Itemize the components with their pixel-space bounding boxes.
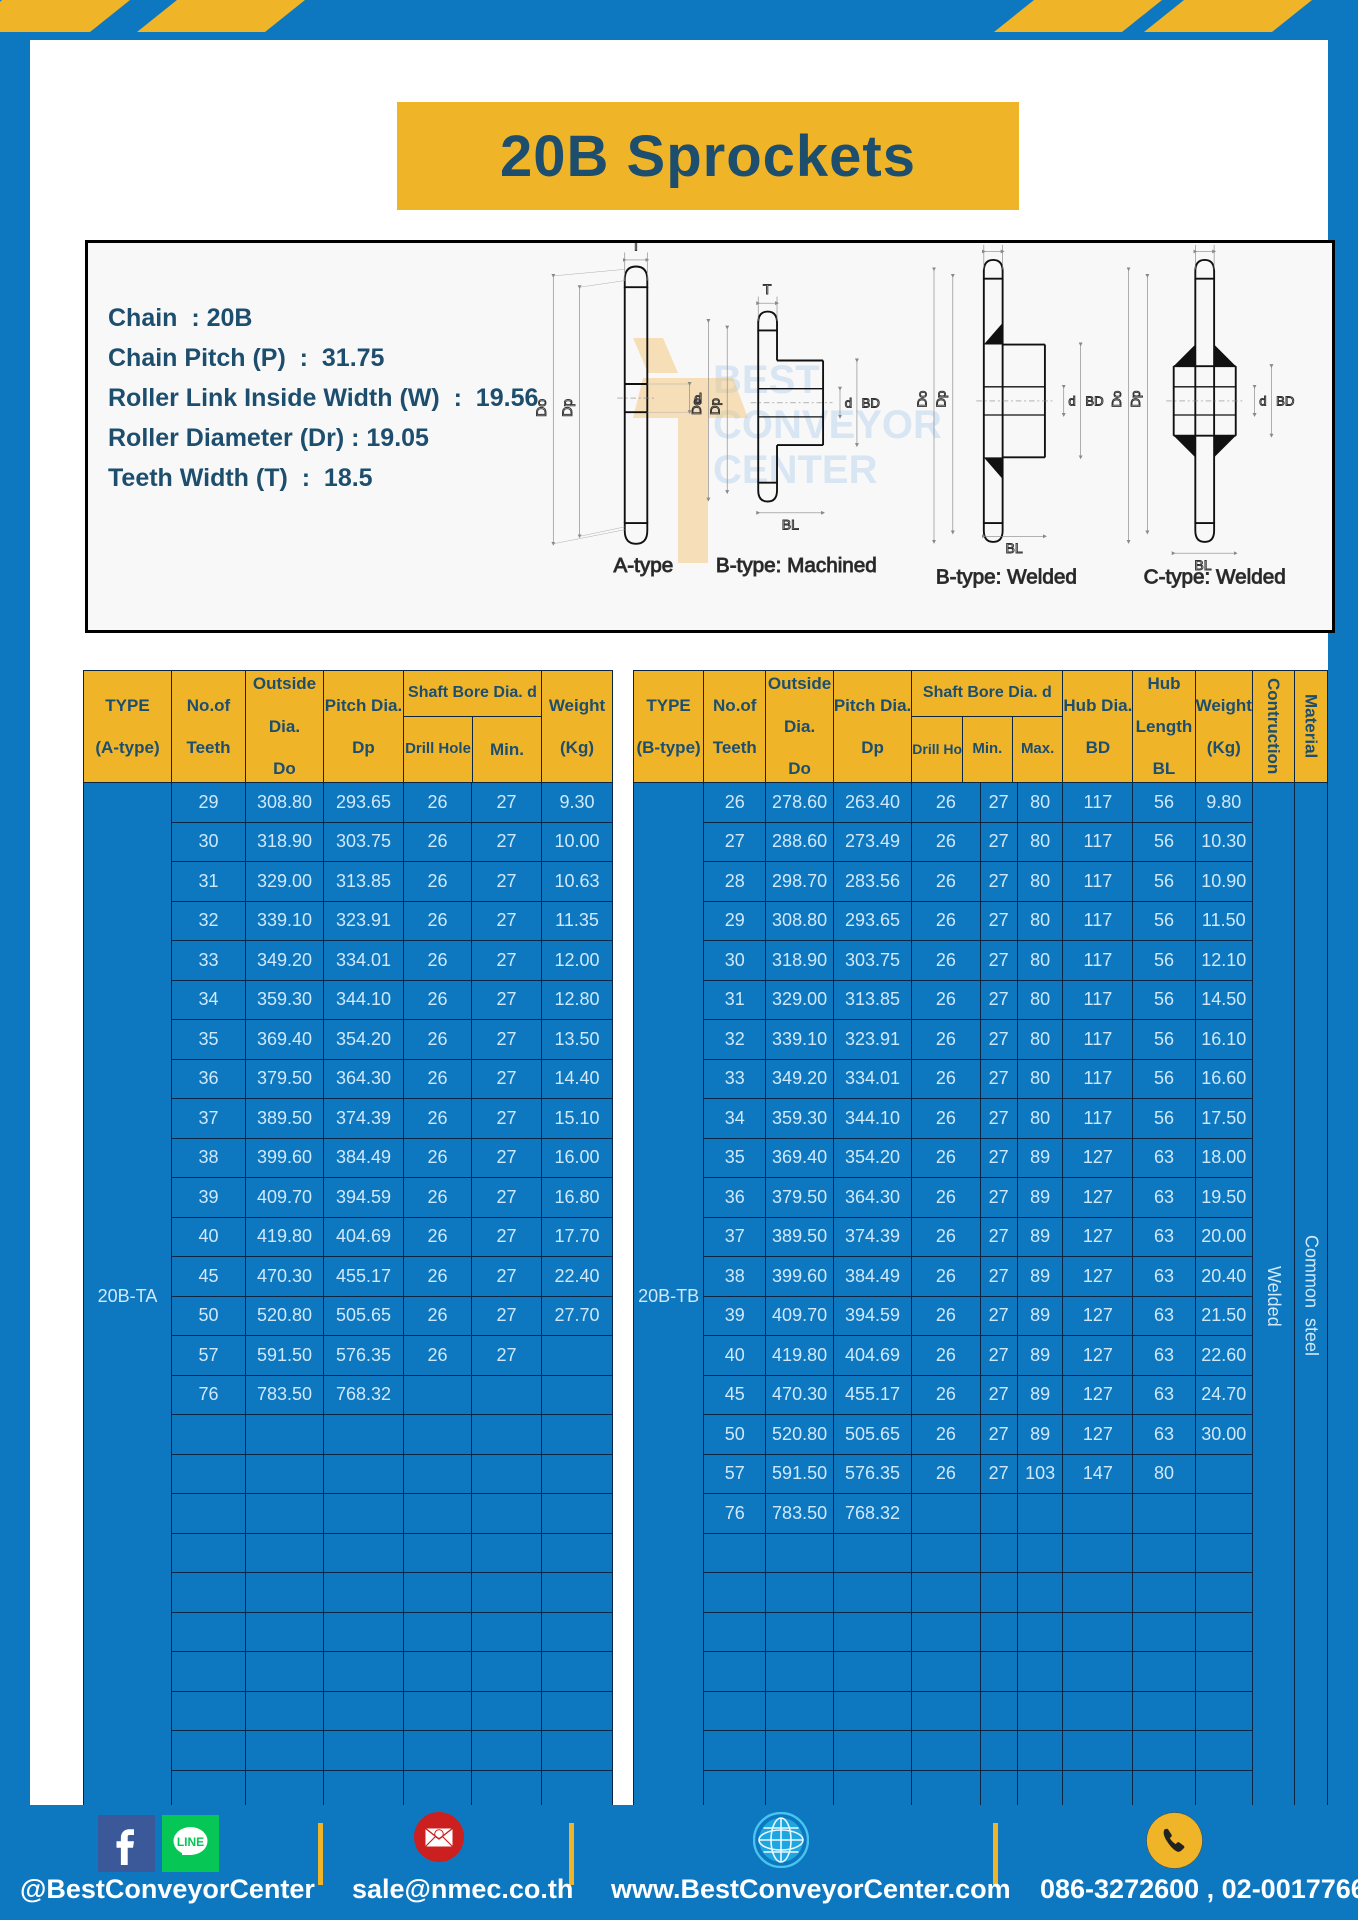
svg-text:T: T (989, 243, 998, 245)
svg-text:CONVEYOR: CONVEYOR (713, 403, 942, 447)
svg-text:LINE: LINE (177, 1835, 204, 1849)
svg-text:BD: BD (862, 396, 880, 411)
svg-text:T: T (763, 281, 772, 297)
svg-text:BL: BL (1005, 540, 1022, 556)
svg-text:BD: BD (1276, 394, 1294, 409)
svg-text:Do: Do (914, 391, 929, 408)
svg-text:BD: BD (1085, 394, 1103, 409)
svg-text:B-type: Machined: B-type: Machined (716, 554, 877, 577)
svg-text:Dp: Dp (1128, 391, 1143, 408)
svg-text:BL: BL (782, 517, 799, 533)
svg-text:d: d (845, 396, 852, 411)
svg-text:Do: Do (689, 398, 704, 415)
svg-text:T: T (631, 243, 640, 255)
svg-text:d: d (1068, 394, 1075, 409)
svg-text:Dp: Dp (708, 398, 723, 415)
svg-text:Dp: Dp (933, 391, 948, 408)
svg-text:T: T (1200, 243, 1209, 245)
svg-text:Do: Do (533, 399, 549, 417)
svg-text:Do: Do (1109, 391, 1124, 408)
svg-text:B-type: Welded: B-type: Welded (936, 565, 1077, 588)
svg-text:Dp: Dp (559, 399, 575, 417)
svg-text:CENTER: CENTER (713, 448, 878, 492)
svg-text:A-type: A-type (613, 554, 673, 577)
svg-text:d: d (1259, 394, 1266, 409)
svg-text:C-type: Welded: C-type: Welded (1144, 565, 1286, 588)
